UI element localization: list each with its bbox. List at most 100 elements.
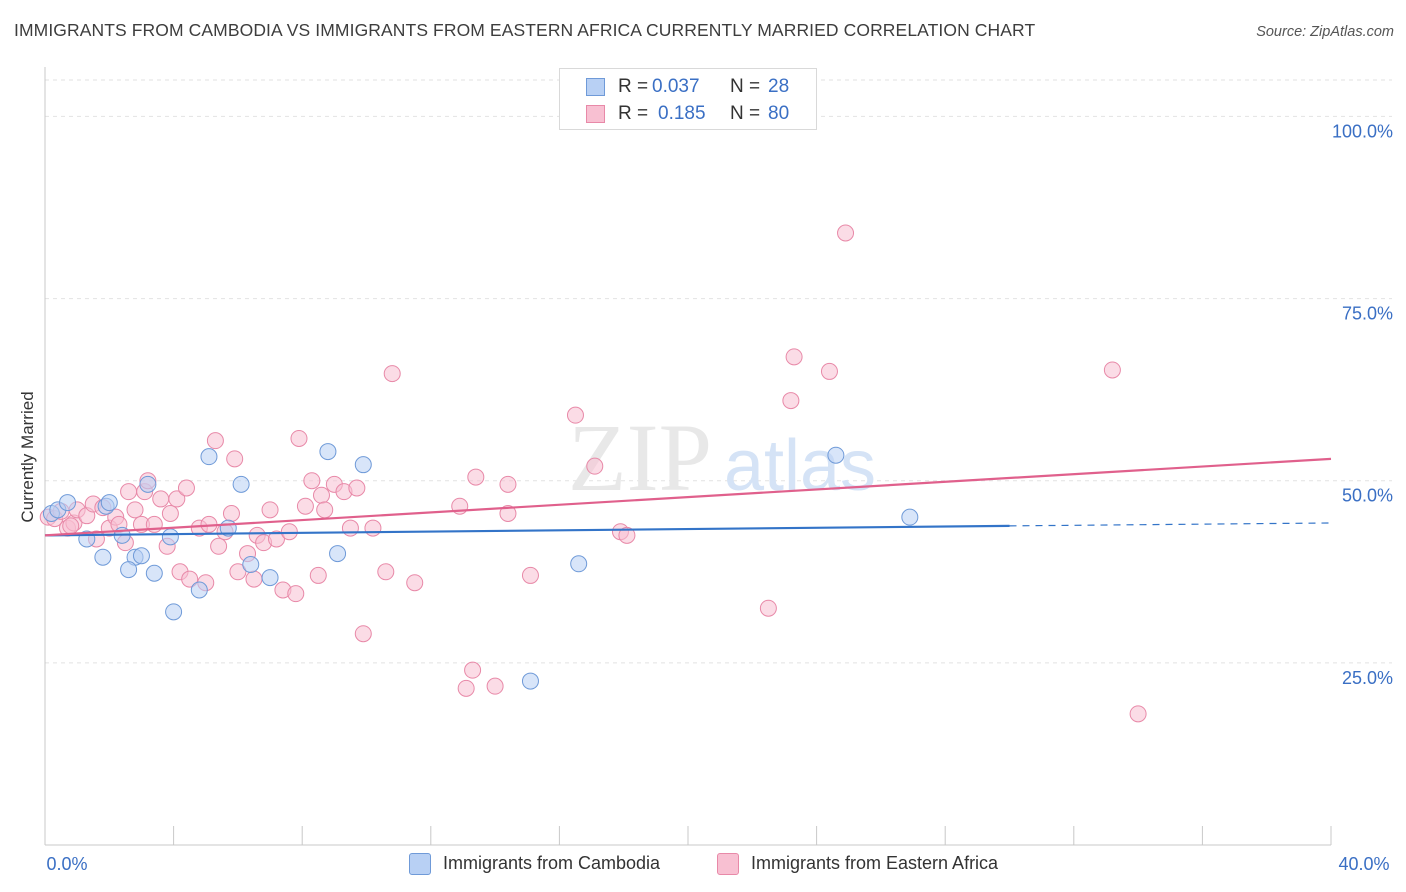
- eastern-africa-point: [467, 468, 485, 486]
- eastern-africa-point: [837, 224, 855, 242]
- eastern-africa-point: [287, 585, 305, 603]
- cambodia-legend-label: Immigrants from Cambodia: [443, 853, 661, 873]
- cambodia-point: [161, 528, 179, 546]
- cambodia-point: [319, 443, 337, 461]
- trend-lines: [44, 457, 1332, 537]
- x-tick-label-max: 40.0%: [1338, 854, 1389, 874]
- cambodia-point: [827, 446, 845, 464]
- eastern-africa-point: [486, 677, 504, 695]
- eastern-africa-point: [312, 486, 330, 504]
- eastern-africa-point: [566, 406, 584, 424]
- r-value: 0.185: [658, 103, 706, 124]
- eastern-africa-trend-line: [44, 457, 1332, 537]
- cambodia-point: [232, 475, 250, 493]
- cambodia-swatch: [586, 78, 605, 96]
- eastern-africa-point: [348, 479, 366, 497]
- eastern-africa-legend-swatch: [717, 853, 739, 875]
- cambodia-point: [570, 555, 588, 573]
- cambodia-point: [521, 672, 539, 690]
- cambodia-point: [354, 456, 372, 474]
- cambodia-legend-swatch: [409, 853, 431, 875]
- source-label: Source: ZipAtlas.com: [1256, 24, 1394, 40]
- r-label: R =: [618, 103, 649, 124]
- cambodia-point: [100, 494, 118, 512]
- eastern-africa-point: [377, 563, 395, 581]
- eastern-africa-point: [586, 457, 604, 475]
- eastern-africa-point: [296, 497, 314, 515]
- eastern-africa-point: [499, 475, 517, 493]
- cambodia-point: [132, 547, 150, 565]
- eastern-africa-point: [1103, 361, 1121, 379]
- eastern-africa-point: [267, 530, 285, 548]
- eastern-africa-point: [464, 661, 482, 679]
- cambodia-trend-line: [44, 524, 1010, 537]
- cambodia-point: [200, 448, 218, 466]
- eastern-africa-point: [499, 505, 517, 522]
- y-tick-label: 50.0%: [1342, 486, 1393, 506]
- eastern-africa-point: [229, 563, 247, 581]
- cambodia-point: [261, 569, 279, 587]
- cambodia-point: [120, 561, 138, 579]
- eastern-africa-point: [290, 429, 308, 447]
- chart-title: IMMIGRANTS FROM CAMBODIA VS IMMIGRANTS F…: [14, 20, 1036, 40]
- eastern-africa-point: [226, 450, 244, 468]
- eastern-africa-point: [120, 483, 138, 501]
- r-label: R =: [618, 76, 649, 97]
- eastern-africa-point: [62, 517, 80, 535]
- eastern-africa-point: [820, 362, 838, 380]
- eastern-africa-point: [177, 479, 195, 497]
- eastern-africa-point: [309, 566, 327, 584]
- eastern-africa-point: [383, 365, 401, 383]
- x-tick-label-min: 0.0%: [46, 854, 87, 874]
- eastern-africa-point: [785, 348, 803, 366]
- eastern-africa-point: [161, 505, 179, 522]
- cambodia-point: [329, 545, 347, 563]
- n-label: N =: [730, 76, 761, 97]
- eastern-africa-point: [152, 490, 170, 508]
- eastern-africa-point: [354, 625, 372, 643]
- eastern-africa-point: [168, 490, 186, 508]
- watermark: ZIP atlas: [568, 404, 876, 511]
- eastern-africa-point: [782, 392, 800, 410]
- y-axis-title: Currently Married: [18, 391, 37, 522]
- eastern-africa-point: [406, 574, 424, 592]
- eastern-africa-point: [341, 519, 359, 537]
- axes: [44, 67, 1332, 846]
- cambodia-point: [190, 581, 208, 599]
- cambodia-point: [59, 494, 77, 512]
- watermark-zip: ZIP: [568, 404, 712, 511]
- y-tick-labels: 25.0% 50.0% 75.0% 100.0%: [1332, 121, 1393, 687]
- eastern-africa-point: [316, 501, 334, 519]
- n-value: 28: [768, 76, 790, 97]
- eastern-africa-point: [280, 523, 298, 541]
- cambodia-point: [145, 564, 163, 582]
- eastern-africa-point: [521, 566, 539, 584]
- eastern-africa-point: [210, 537, 228, 555]
- eastern-africa-point: [303, 472, 321, 490]
- eastern-africa-point: [206, 432, 224, 450]
- eastern-africa-point: [245, 570, 263, 588]
- cambodia-point: [242, 556, 260, 573]
- y-tick-label: 75.0%: [1342, 304, 1393, 324]
- eastern-africa-point: [759, 599, 777, 617]
- eastern-africa-point: [618, 526, 636, 544]
- n-value: 80: [768, 103, 790, 124]
- y-tick-label: 25.0%: [1342, 668, 1393, 688]
- y-tick-label: 100.0%: [1332, 121, 1393, 141]
- eastern-africa-points: [39, 224, 1147, 723]
- cambodia-points: [42, 443, 919, 690]
- n-label: N =: [730, 103, 761, 124]
- cambodia-point: [901, 508, 919, 526]
- eastern-africa-point: [222, 505, 240, 522]
- stats-legend: R = 0.037 N = 28 R = 0.185 N = 80: [559, 68, 817, 130]
- eastern-africa-swatch: [586, 105, 605, 123]
- cambodia-trend-extension: [1009, 522, 1332, 527]
- eastern-africa-point: [364, 519, 382, 537]
- eastern-africa-point: [1129, 705, 1147, 723]
- eastern-africa-point: [261, 501, 279, 519]
- r-value: 0.037: [652, 76, 700, 97]
- eastern-africa-point: [126, 501, 144, 519]
- cambodia-point: [94, 548, 112, 566]
- cambodia-point: [165, 603, 183, 621]
